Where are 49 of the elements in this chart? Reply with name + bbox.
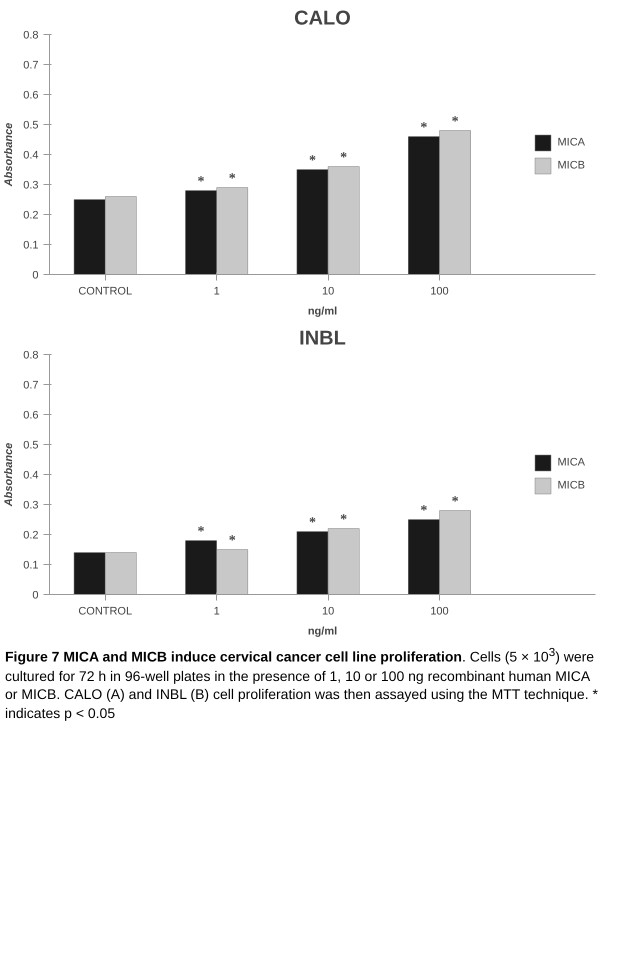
y-tick-label: 0.8 bbox=[23, 350, 39, 362]
data-label: * bbox=[420, 504, 428, 518]
x-tick-label: 10 bbox=[322, 606, 334, 618]
data-label: * bbox=[198, 174, 205, 190]
y-tick-label: 0.4 bbox=[23, 150, 39, 162]
y-tick-label: 0.6 bbox=[23, 90, 39, 102]
x-axis-title: ng/ml bbox=[308, 306, 338, 318]
y-axis-title: Absorbance bbox=[3, 442, 16, 508]
y-tick-label: 0.1 bbox=[23, 240, 39, 252]
data-label: * bbox=[198, 524, 205, 540]
y-tick-label: 0.4 bbox=[23, 470, 39, 482]
y-tick-label: 0.7 bbox=[23, 380, 39, 392]
y-tick-label: 0 bbox=[32, 270, 39, 282]
y-tick-label: 0.2 bbox=[23, 530, 39, 542]
data-label: * bbox=[452, 114, 459, 130]
y-tick-label: 0.1 bbox=[23, 560, 39, 572]
data-label: * bbox=[308, 154, 316, 168]
legend-label: MICA bbox=[558, 456, 585, 468]
data-label: * bbox=[420, 120, 428, 136]
y-axis-title: Absorbance bbox=[3, 122, 16, 188]
y-tick-label: 0.3 bbox=[23, 180, 39, 192]
data-label: * bbox=[340, 512, 348, 528]
x-tick-label: CONTROL bbox=[78, 286, 132, 298]
x-tick-label: 100 bbox=[430, 606, 449, 618]
data-label: * bbox=[228, 534, 236, 548]
data-label: * bbox=[340, 150, 348, 166]
x-tick-label: 1 bbox=[214, 286, 220, 298]
x-tick-label: 100 bbox=[430, 286, 449, 298]
x-axis-title: ng/ml bbox=[308, 626, 338, 638]
x-tick-label: 1 bbox=[214, 606, 220, 618]
data-label: * bbox=[228, 172, 236, 186]
x-tick-label: CONTROL bbox=[78, 606, 132, 618]
y-tick-label: 0.5 bbox=[23, 120, 39, 132]
chart-title: CALO bbox=[294, 8, 351, 30]
chart-title: INBL bbox=[299, 328, 346, 350]
y-tick-label: 0.2 bbox=[23, 210, 39, 222]
y-tick-label: 0.8 bbox=[23, 30, 39, 42]
legend-label: MICA bbox=[558, 136, 585, 148]
y-tick-label: 0.3 bbox=[23, 500, 39, 512]
y-tick-label: 0.6 bbox=[23, 410, 39, 422]
data-label: * bbox=[452, 494, 459, 510]
data-label: * bbox=[308, 516, 316, 530]
legend-label: MICB bbox=[558, 160, 585, 172]
y-tick-label: 0.5 bbox=[23, 440, 39, 452]
legend-label: MICB bbox=[558, 480, 585, 492]
y-tick-label: 0.7 bbox=[23, 60, 39, 72]
y-tick-label: 0 bbox=[32, 590, 39, 602]
x-tick-label: 10 bbox=[322, 286, 334, 298]
caption: Figure 7 MICA and MICB induce cervical cancer cell line proliferation. Cells (5 × 10$^{3}$) were cultured for 72 h in 96-well plates in the presence of 1, 10 or 100 ng recombinant human MICA or MICB. CALO (A) and INBL (B) cell proliferation was then assayed using the MTT technique. * indicates p < 0.05 bbox=[5, 645, 599, 724]
